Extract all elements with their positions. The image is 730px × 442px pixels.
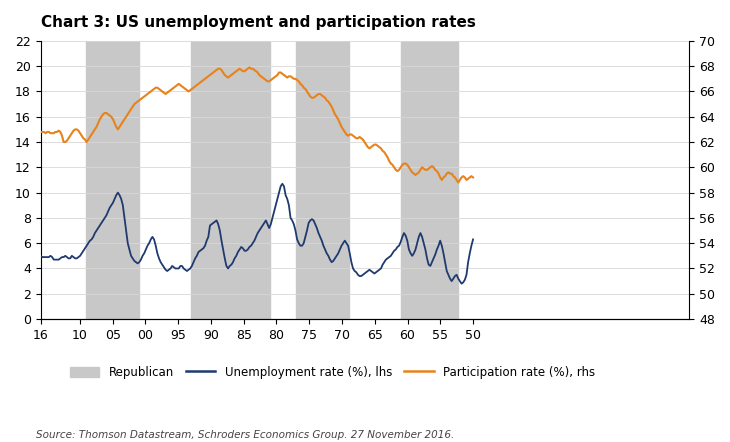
- Text: Source: Thomson Datastream, Schroders Economics Group. 27 November 2016.: Source: Thomson Datastream, Schroders Ec…: [36, 430, 455, 440]
- Bar: [191, 41, 270, 319]
- Bar: [401, 41, 458, 319]
- Legend: Republican, Unemployment rate (%), lhs, Participation rate (%), rhs: Republican, Unemployment rate (%), lhs, …: [65, 361, 600, 384]
- Text: Chart 3: US unemployment and participation rates: Chart 3: US unemployment and participati…: [41, 15, 475, 30]
- Bar: [86, 41, 139, 319]
- Bar: [296, 41, 348, 319]
